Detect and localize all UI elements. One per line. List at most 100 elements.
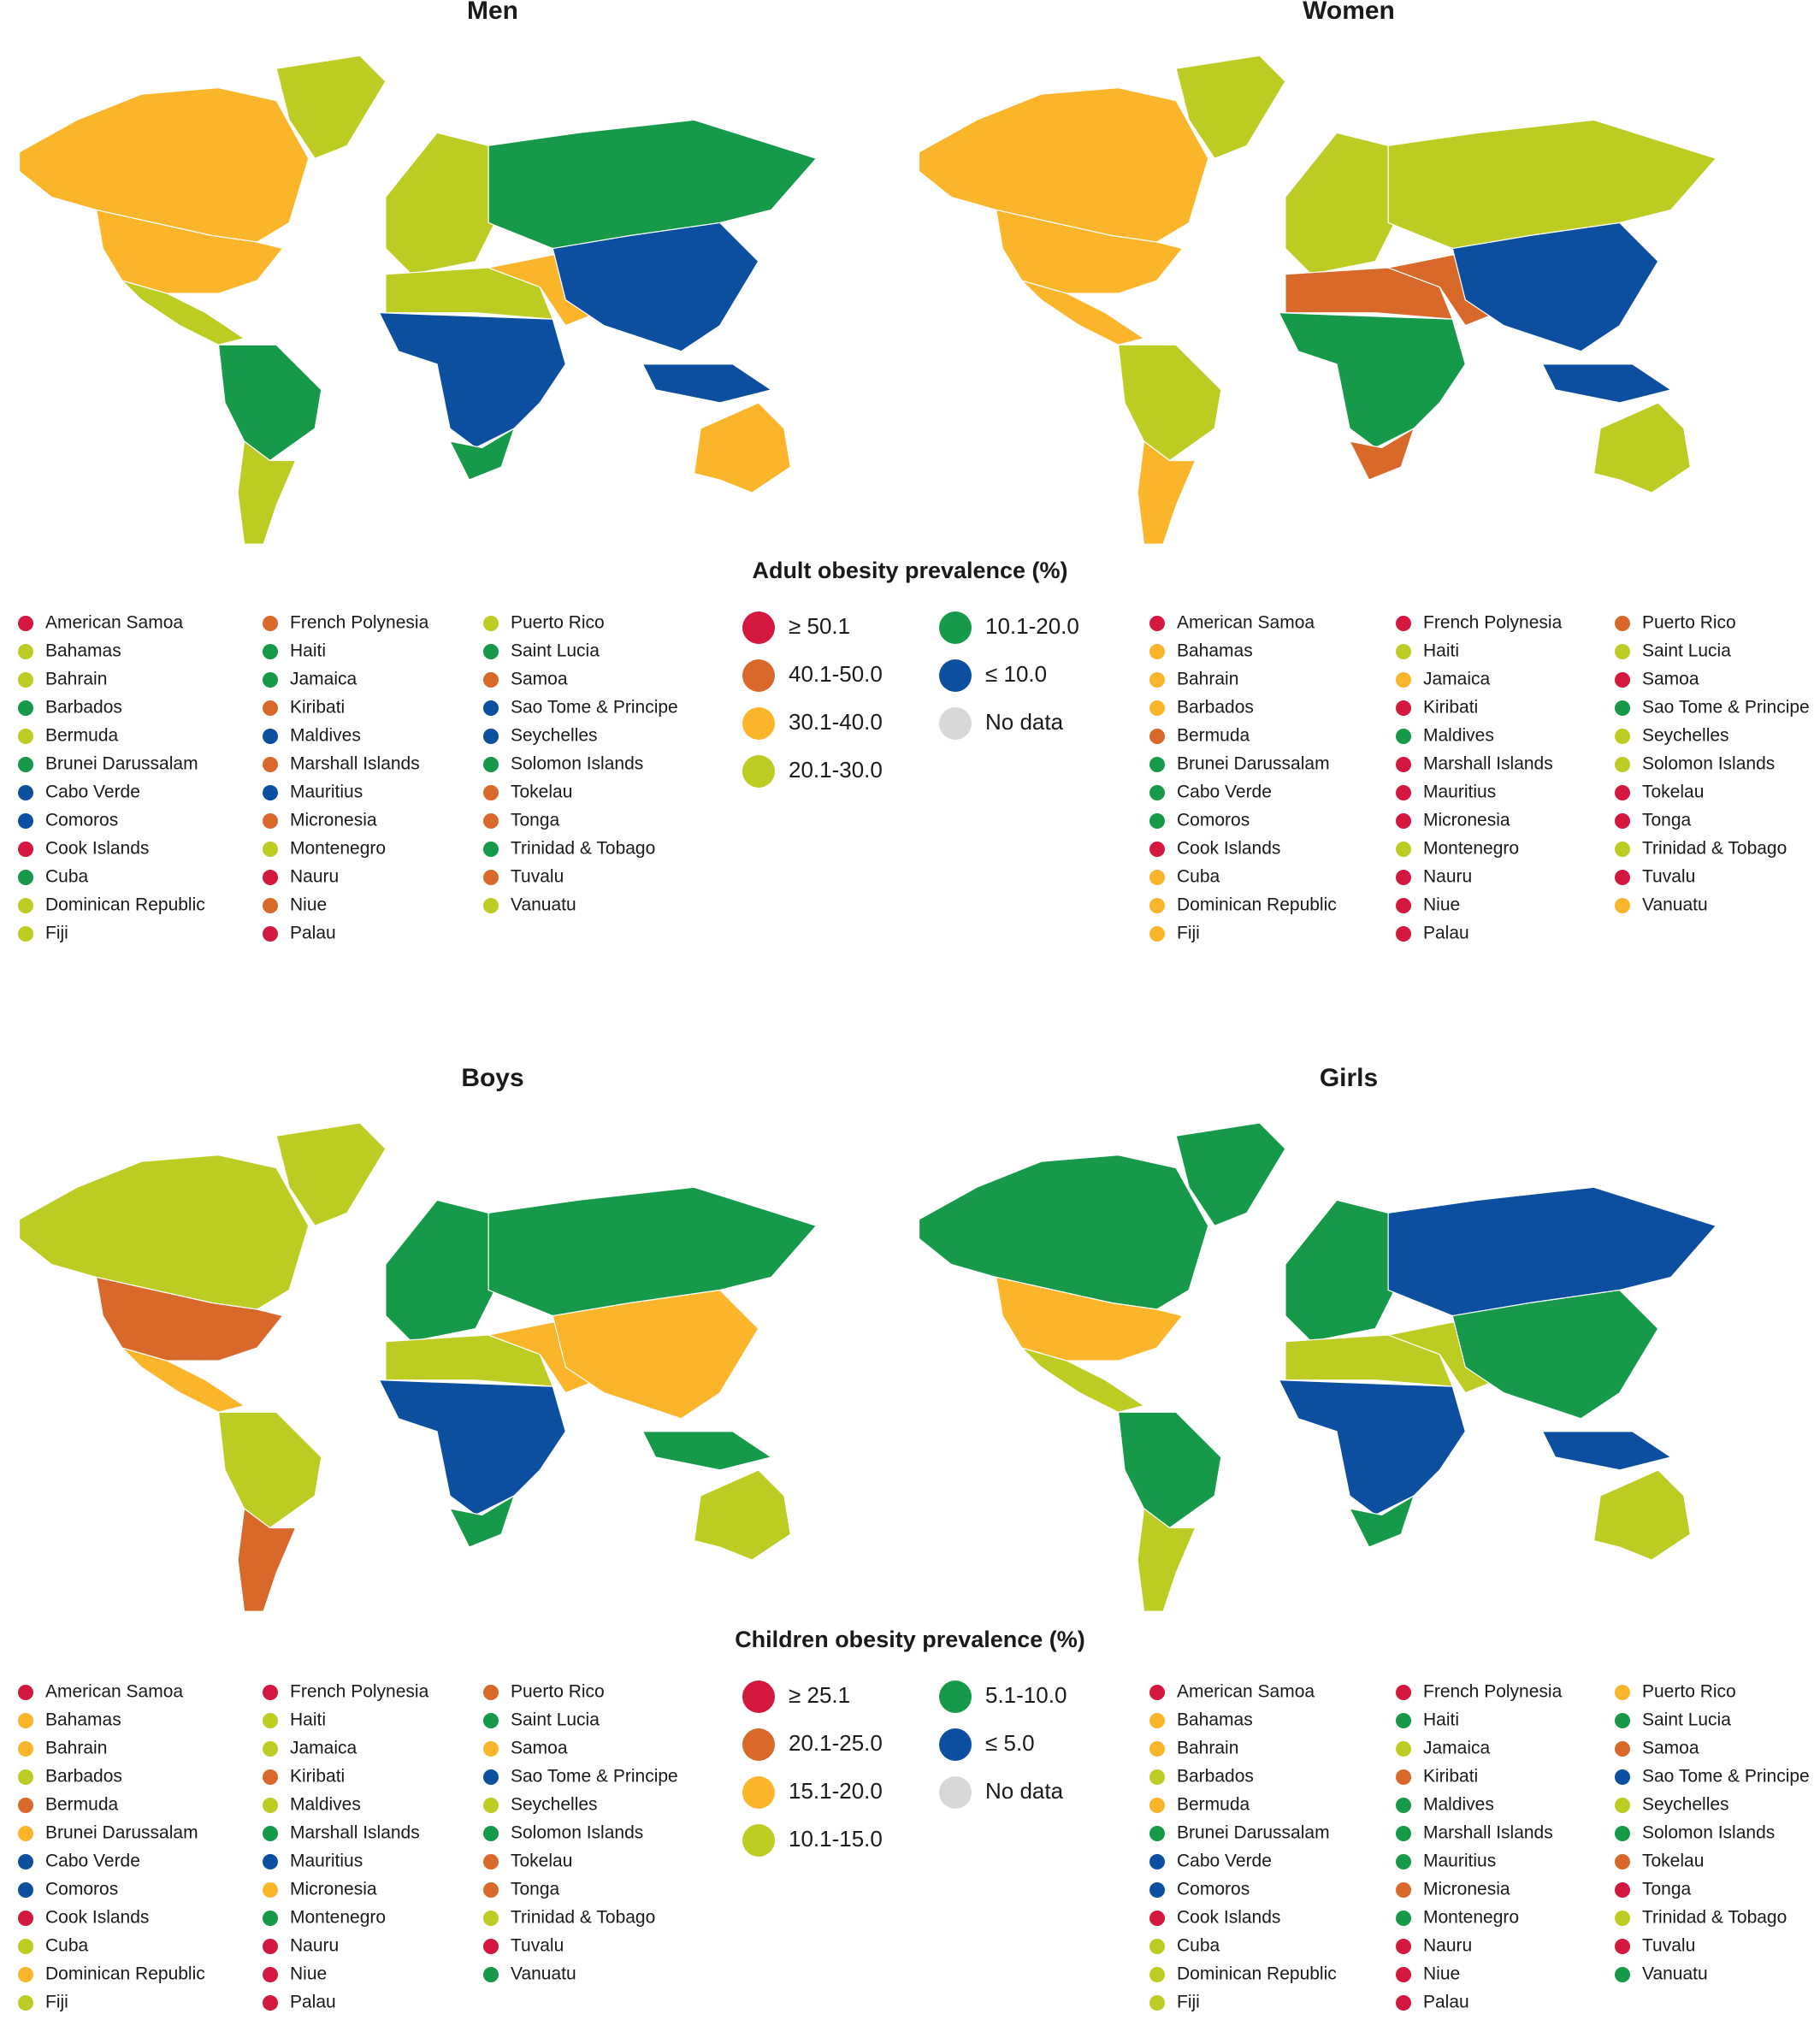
country-dot	[1396, 1826, 1411, 1841]
country-name: Trinidad & Tobago	[1642, 839, 1787, 859]
country-dot	[263, 1995, 278, 2011]
country-name: Bahrain	[45, 670, 107, 689]
country-name: Puerto Rico	[1642, 1682, 1736, 1702]
map-region	[217, 344, 322, 462]
country-dot	[1149, 842, 1165, 857]
country-name: Fiji	[1177, 924, 1200, 943]
country-name: Montenegro	[290, 839, 386, 859]
map-title: Men	[467, 0, 518, 25]
country-name: Tokelau	[1642, 783, 1704, 802]
country-name: Dominican Republic	[45, 895, 205, 915]
country-name: Tuvalu	[1642, 867, 1695, 887]
country-dot	[1615, 813, 1630, 829]
country-dot	[1396, 1798, 1411, 1813]
country-name: Bahamas	[45, 1710, 121, 1730]
legend-swatch	[742, 659, 775, 692]
country-dot	[1149, 729, 1165, 744]
legend-swatch	[742, 1728, 775, 1761]
map-region	[217, 1411, 322, 1529]
map-region	[1137, 440, 1197, 545]
country-dot	[263, 1882, 278, 1898]
country-dot	[483, 1882, 499, 1898]
country-name: Marshall Islands	[290, 754, 420, 774]
country-dot	[1396, 1967, 1411, 1982]
country-name: Jamaica	[290, 1739, 358, 1758]
legend-label: 10.1-15.0	[789, 1826, 883, 1852]
legend-label: No data	[985, 1778, 1064, 1804]
country-dot	[18, 785, 33, 800]
country-dot	[1149, 672, 1165, 688]
country-dot	[18, 1882, 33, 1898]
country-name: Nauru	[1423, 867, 1472, 887]
country-dot	[483, 1741, 499, 1757]
country-dot	[263, 842, 278, 857]
country-dot	[1149, 1769, 1165, 1785]
country-name: Tonga	[1642, 1880, 1692, 1899]
map-region	[1019, 279, 1146, 346]
country-dot	[1615, 616, 1630, 631]
country-name: Palau	[290, 1993, 336, 2012]
country-dot	[1396, 926, 1411, 942]
map-region	[237, 440, 297, 545]
country-dot	[263, 1741, 278, 1757]
legend-label: 15.1-20.0	[789, 1778, 883, 1804]
country-name: Micronesia	[290, 811, 377, 830]
legend-label: ≥ 50.1	[789, 613, 850, 639]
country-dot	[263, 672, 278, 688]
legend-label: 30.1-40.0	[789, 709, 883, 735]
country-dot	[483, 1911, 499, 1926]
country-name: Nauru	[290, 867, 339, 887]
country-name: Barbados	[1177, 1767, 1254, 1787]
country-name: Bermuda	[45, 726, 119, 746]
country-name: Seychelles	[1642, 1795, 1729, 1815]
country-name: Sao Tome & Principe	[511, 1767, 678, 1787]
country-dot	[483, 1939, 499, 1954]
country-name: Haiti	[290, 1710, 326, 1730]
country-dot	[1396, 1741, 1411, 1757]
map-region	[237, 1507, 297, 1612]
map-region	[385, 1199, 502, 1343]
country-dot	[483, 1854, 499, 1869]
country-name: Saint Lucia	[1642, 641, 1731, 661]
country-name: Marshall Islands	[1423, 754, 1553, 774]
country-name: Vanuatu	[1642, 895, 1708, 915]
country-dot	[483, 1826, 499, 1841]
country-name: Bahamas	[1177, 1710, 1253, 1730]
map-region	[1451, 1289, 1659, 1420]
country-name: Brunei Darussalam	[45, 754, 198, 774]
country-name: Brunei Darussalam	[1177, 754, 1330, 774]
country-dot	[263, 700, 278, 716]
country-name: American Samoa	[1177, 1682, 1315, 1702]
country-dot	[18, 842, 33, 857]
map-region	[120, 279, 246, 346]
map-region	[1019, 1346, 1146, 1413]
country-name: Solomon Islands	[1642, 754, 1775, 774]
country-name: Sao Tome & Principe	[1642, 698, 1810, 718]
country-dot	[1149, 1826, 1165, 1841]
map-title: Women	[1303, 0, 1395, 25]
world-map	[18, 55, 818, 545]
country-dot	[1396, 898, 1411, 913]
country-dot	[18, 1967, 33, 1982]
legend-swatch	[742, 755, 775, 788]
legend-label: 40.1-50.0	[789, 661, 883, 687]
country-name: Solomon Islands	[511, 1823, 643, 1843]
country-name: Sao Tome & Principe	[1642, 1767, 1810, 1787]
country-name: Montenegro	[290, 1908, 386, 1928]
country-name: French Polynesia	[1423, 1682, 1563, 1702]
map-region	[693, 402, 792, 493]
country-dot	[1615, 870, 1630, 885]
map-region	[95, 1276, 284, 1361]
country-name: Bermuda	[1177, 726, 1250, 746]
country-dot	[1615, 1854, 1630, 1869]
map-region	[488, 1186, 818, 1317]
map-title: Girls	[1320, 1064, 1378, 1092]
country-name: Micronesia	[290, 1880, 377, 1899]
country-dot	[263, 813, 278, 829]
country-dot	[18, 898, 33, 913]
country-dot	[483, 870, 499, 885]
country-dot	[1396, 1882, 1411, 1898]
country-dot	[1149, 644, 1165, 659]
country-dot	[483, 729, 499, 744]
country-dot	[1615, 1713, 1630, 1728]
